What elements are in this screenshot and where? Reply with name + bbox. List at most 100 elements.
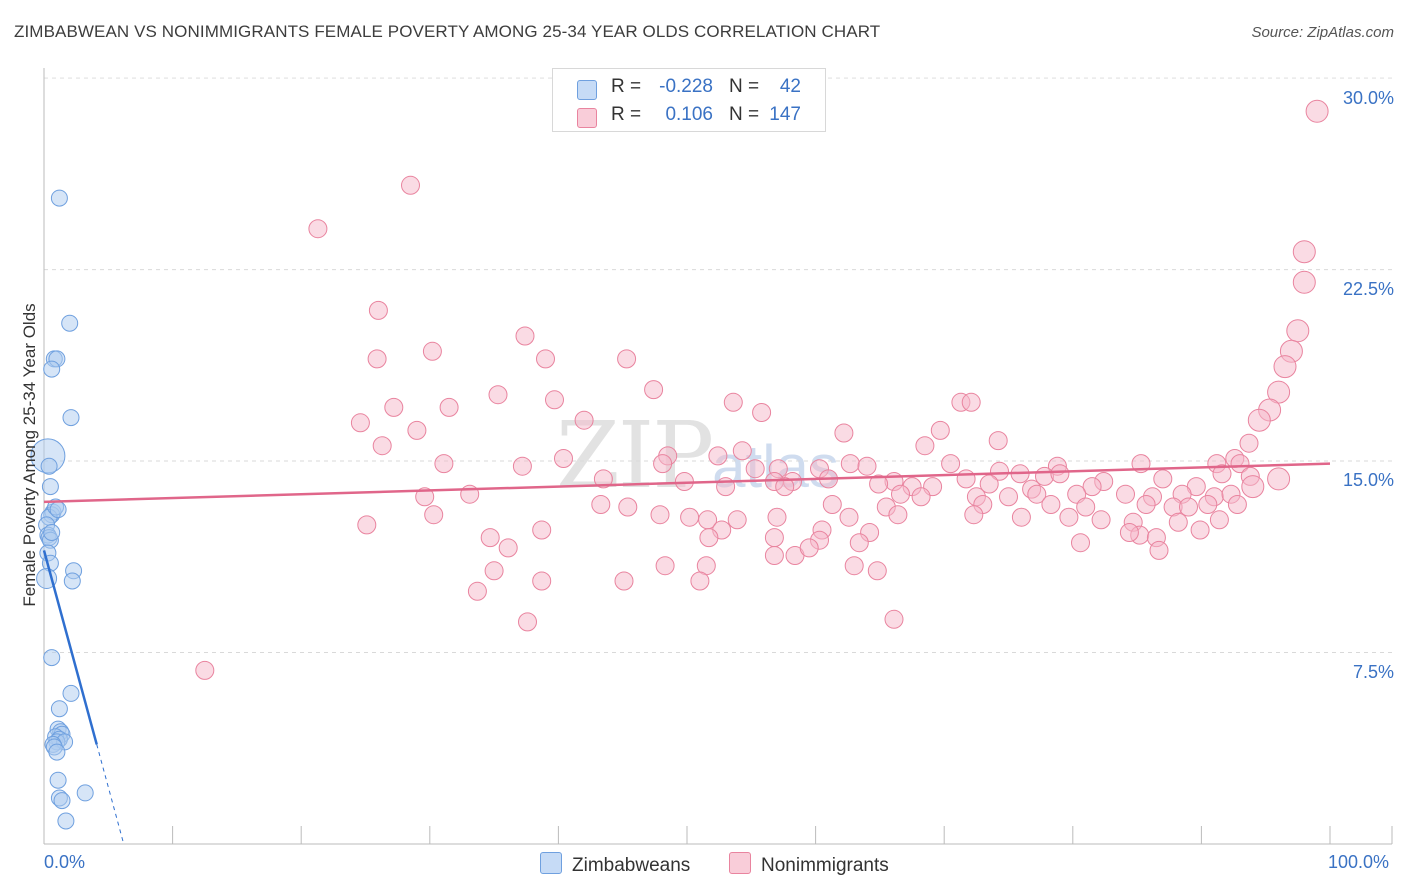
point-nonimmigrants (1292, 240, 1316, 264)
point-nonimmigrants (884, 609, 904, 629)
point-nonimmigrants (1050, 464, 1070, 484)
legend-n-value-zimbabweans: 42 (779, 76, 801, 97)
point-zimbabweans (49, 771, 67, 789)
point-nonimmigrants (1149, 540, 1169, 560)
point-nonimmigrants (512, 456, 532, 476)
point-nonimmigrants (1286, 319, 1310, 343)
point-nonimmigrants (1011, 507, 1031, 527)
point-nonimmigrants (545, 390, 564, 410)
point-nonimmigrants (415, 487, 435, 507)
point-nonimmigrants (1230, 454, 1250, 474)
point-nonimmigrants (680, 507, 700, 527)
point-nonimmigrants (650, 505, 670, 525)
point-zimbabweans (50, 189, 68, 207)
point-nonimmigrants (1305, 99, 1329, 123)
correlation-legend: R = -0.228 N = 42 R = 0.106 N = 147 (552, 68, 826, 132)
point-zimbabweans (40, 457, 58, 475)
legend-r-value-zimbabweans: -0.228 (659, 76, 713, 97)
series-legend-swatch-zimbabweans (540, 852, 562, 874)
point-zimbabweans (53, 792, 71, 810)
point-nonimmigrants (911, 487, 931, 507)
y-tick-label-30: 30.0% (1342, 88, 1394, 108)
point-nonimmigrants (839, 507, 859, 527)
point-nonimmigrants (653, 454, 673, 474)
series-legend-zimbabweans[interactable]: Zimbabweans (540, 852, 690, 876)
point-nonimmigrants (1209, 510, 1229, 530)
legend-r-value-nonimmigrants: 0.106 (665, 104, 713, 125)
point-zimbabweans (63, 572, 81, 590)
point-nonimmigrants (655, 556, 675, 576)
point-nonimmigrants (840, 454, 860, 474)
point-nonimmigrants (857, 456, 877, 476)
point-nonimmigrants (574, 410, 594, 430)
point-zimbabweans (43, 524, 61, 541)
point-zimbabweans (43, 649, 61, 667)
point-nonimmigrants (357, 515, 377, 535)
point-nonimmigrants (930, 420, 950, 440)
point-nonimmigrants (644, 380, 664, 400)
point-nonimmigrants (1267, 467, 1291, 491)
source-attribution: Source: ZipAtlas.com (1251, 24, 1394, 41)
series-legend-label-nonimmigrants: Nonimmigrants (761, 855, 889, 876)
point-nonimmigrants (1071, 533, 1090, 553)
point-zimbabweans (50, 700, 68, 718)
point-nonimmigrants (308, 219, 328, 239)
point-nonimmigrants (727, 510, 747, 530)
legend-n-value-nonimmigrants: 147 (769, 104, 801, 125)
point-nonimmigrants (1273, 355, 1297, 379)
trendline-zimbabweans-extension (96, 744, 125, 845)
legend-swatch-nonimmigrants (577, 108, 597, 128)
point-nonimmigrants (424, 505, 444, 525)
point-nonimmigrants (822, 495, 842, 514)
point-nonimmigrants (708, 446, 728, 466)
legend-row-nonimmigrants: R = 0.106 N = 147 (553, 101, 825, 131)
series-legend-swatch-nonimmigrants (729, 852, 751, 874)
point-nonimmigrants (915, 436, 935, 456)
point-zimbabweans (36, 568, 58, 589)
point-nonimmigrants (844, 556, 864, 576)
point-nonimmigrants (1041, 495, 1061, 514)
point-nonimmigrants (480, 528, 500, 548)
point-nonimmigrants (869, 474, 889, 494)
point-nonimmigrants (1179, 497, 1198, 517)
trendline-zimbabweans (42, 550, 98, 745)
trendline-nonimmigrants (43, 462, 1331, 504)
point-zimbabweans (61, 314, 79, 332)
point-nonimmigrants (515, 326, 535, 346)
point-nonimmigrants (467, 581, 487, 601)
point-nonimmigrants (1198, 495, 1218, 514)
point-zimbabweans (76, 784, 94, 802)
y-tick-label-15: 15.0% (1342, 470, 1394, 490)
point-zimbabweans (43, 360, 61, 378)
legend-r-label: R = (611, 76, 642, 97)
series-legend-nonimmigrants[interactable]: Nonimmigrants (729, 852, 889, 876)
point-zimbabweans (62, 409, 80, 427)
point-nonimmigrants (690, 571, 710, 591)
point-nonimmigrants (1247, 408, 1271, 432)
legend-row-zimbabweans: R = -0.228 N = 42 (553, 73, 825, 103)
point-zimbabweans (48, 743, 66, 761)
point-nonimmigrants (532, 571, 552, 591)
point-nonimmigrants (888, 505, 908, 525)
point-nonimmigrants (1027, 484, 1047, 504)
point-nonimmigrants (752, 403, 772, 422)
point-nonimmigrants (699, 528, 719, 548)
point-nonimmigrants (554, 449, 573, 468)
point-nonimmigrants (1119, 523, 1139, 542)
point-nonimmigrants (1239, 433, 1259, 453)
point-nonimmigrants (764, 528, 784, 548)
point-nonimmigrants (367, 349, 387, 369)
point-nonimmigrants (439, 397, 459, 417)
point-nonimmigrants (593, 469, 613, 489)
point-nonimmigrants (1241, 475, 1265, 499)
point-nonimmigrants (1227, 495, 1247, 514)
series-legend-label-zimbabweans: Zimbabweans (572, 855, 691, 876)
point-nonimmigrants (434, 454, 454, 474)
legend-r-label: R = (611, 104, 642, 125)
point-nonimmigrants (990, 461, 1009, 481)
point-nonimmigrants (834, 423, 854, 443)
x-tick-label-max: 100.0% (1328, 852, 1390, 872)
y-tick-label-22-5: 22.5% (1342, 279, 1394, 299)
point-nonimmigrants (1153, 469, 1173, 489)
